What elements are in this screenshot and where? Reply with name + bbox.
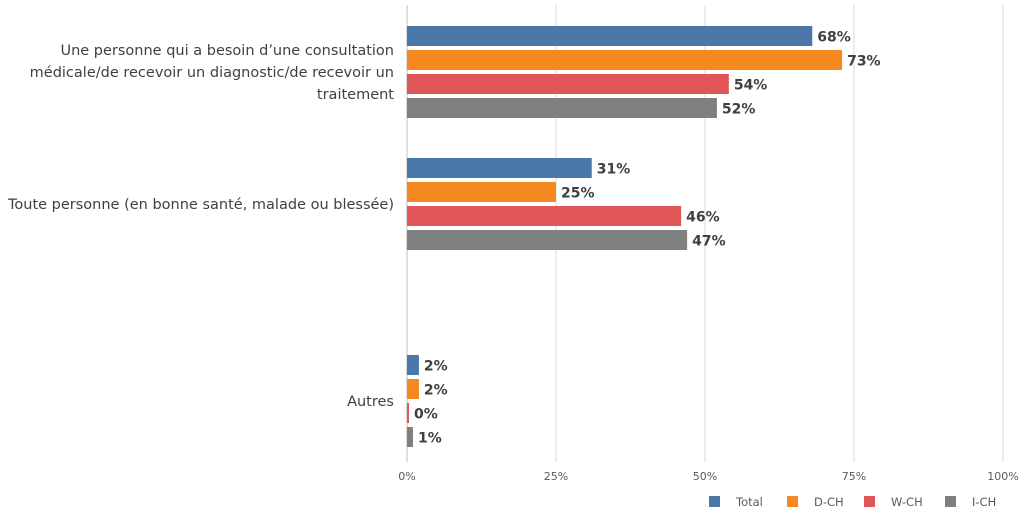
legend-label: W-CH — [891, 495, 923, 509]
legend-label: Total — [735, 495, 763, 509]
bar-total — [407, 158, 592, 178]
data-label: 68% — [817, 30, 851, 46]
x-tick-label: 0% — [398, 470, 415, 483]
data-label: 31% — [597, 162, 631, 178]
bar-d-ch — [407, 50, 843, 70]
legend-swatch-i-ch — [945, 496, 956, 507]
category-label: Une personne qui a besoin d’une consulta… — [60, 43, 394, 59]
category-label: Autres — [347, 394, 394, 410]
x-tick-label: 100% — [987, 470, 1018, 483]
bar-total — [407, 26, 813, 46]
x-tick-label: 25% — [544, 470, 568, 483]
bar-i-ch — [407, 98, 717, 118]
legend-swatch-w-ch — [864, 496, 875, 507]
legend-swatch-d-ch — [787, 496, 798, 507]
bar-d-ch — [407, 182, 556, 202]
category-label: Toute personne (en bonne santé, malade o… — [7, 197, 394, 213]
data-label: 2% — [424, 359, 448, 375]
data-label: 73% — [847, 54, 881, 70]
category-label: traitement — [317, 87, 394, 103]
data-label: 2% — [424, 383, 448, 399]
bar-w-ch — [407, 74, 729, 94]
data-label: 46% — [686, 210, 720, 226]
data-label: 54% — [734, 78, 768, 94]
x-tick-label: 50% — [693, 470, 717, 483]
legend-label: I-CH — [972, 495, 996, 509]
data-label: 52% — [722, 102, 756, 118]
category-label: médicale/de recevoir un diagnostic/de re… — [30, 65, 394, 81]
bar-total — [407, 355, 419, 375]
bar-w-ch — [407, 403, 409, 423]
data-label: 25% — [561, 186, 595, 202]
data-label: 47% — [692, 234, 726, 250]
data-label: 0% — [414, 407, 438, 423]
bar-d-ch — [407, 379, 419, 399]
legend-label: D-CH — [814, 495, 844, 509]
bar-i-ch — [407, 427, 413, 447]
data-label: 1% — [418, 431, 442, 447]
legend-swatch-total — [709, 496, 720, 507]
x-tick-label: 75% — [842, 470, 866, 483]
bar-i-ch — [407, 230, 688, 250]
bar-w-ch — [407, 206, 682, 226]
